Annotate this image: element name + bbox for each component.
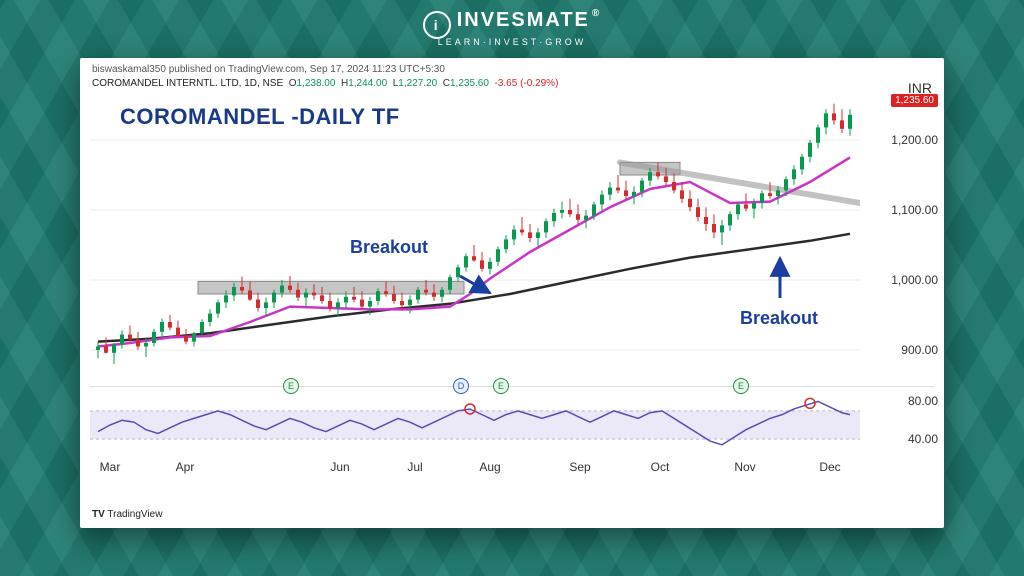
x-tick: Aug bbox=[479, 460, 500, 474]
ohlc-close: 1,235.60 bbox=[450, 78, 489, 89]
event-marker: D bbox=[453, 378, 469, 394]
logo-tagline: LEARN·INVEST·GROW bbox=[0, 37, 1024, 47]
ohlc-high: 1,244.00 bbox=[348, 78, 387, 89]
rsi-chart bbox=[90, 392, 860, 458]
symbol-label: COROMANDEL INTERNTL. LTD, 1D, NSE bbox=[92, 78, 283, 89]
y-tick: 1,200.00 bbox=[878, 133, 938, 147]
x-tick: Mar bbox=[100, 460, 121, 474]
brand-logo: i INVESMATE® LEARN·INVEST·GROW bbox=[0, 8, 1024, 47]
ohlc-open: 1,238.00 bbox=[296, 78, 335, 89]
ohlc-low: 1,227.20 bbox=[398, 78, 437, 89]
publish-meta: biswaskamal350 published on TradingView.… bbox=[92, 64, 445, 75]
x-tick: Nov bbox=[734, 460, 755, 474]
price-chart: Breakout Breakout bbox=[90, 98, 860, 378]
x-tick: Sep bbox=[569, 460, 590, 474]
x-tick: Oct bbox=[651, 460, 670, 474]
x-tick: Jun bbox=[330, 460, 349, 474]
event-marker: E bbox=[733, 378, 749, 394]
x-tick: Jul bbox=[407, 460, 422, 474]
x-tick: Dec bbox=[819, 460, 840, 474]
ohlc-chg: -3.65 bbox=[494, 78, 517, 89]
chart-card: biswaskamal350 published on TradingView.… bbox=[80, 58, 944, 528]
svg-text:Breakout: Breakout bbox=[740, 308, 818, 328]
ohlc-pct: (-0.29%) bbox=[520, 78, 558, 89]
logo-text: INVESMATE bbox=[457, 9, 590, 31]
y-tick: 900.00 bbox=[878, 343, 938, 357]
tradingview-watermark: TV TradingView bbox=[92, 509, 162, 520]
x-tick: Apr bbox=[176, 460, 195, 474]
logo-reg: ® bbox=[592, 8, 601, 19]
y-tick: 1,000.00 bbox=[878, 273, 938, 287]
svg-text:Breakout: Breakout bbox=[350, 237, 428, 257]
y-tick: 1,100.00 bbox=[878, 203, 938, 217]
event-marker: E bbox=[283, 378, 299, 394]
rsi-y-axis: 40.00 80.00 bbox=[868, 392, 938, 458]
rsi-y-tick: 80.00 bbox=[878, 394, 938, 408]
rsi-y-tick: 40.00 bbox=[878, 432, 938, 446]
ohlc-line: COROMANDEL INTERNTL. LTD, 1D, NSE O1,238… bbox=[92, 78, 558, 89]
event-marker: E bbox=[493, 378, 509, 394]
panel-separator bbox=[90, 386, 934, 387]
x-axis: Mar Apr Jun Jul Aug Sep Oct Nov Dec bbox=[90, 460, 860, 476]
logo-icon: i bbox=[423, 11, 451, 39]
price-y-axis: 900.00 1,000.00 1,100.00 1,200.00 bbox=[868, 98, 938, 378]
